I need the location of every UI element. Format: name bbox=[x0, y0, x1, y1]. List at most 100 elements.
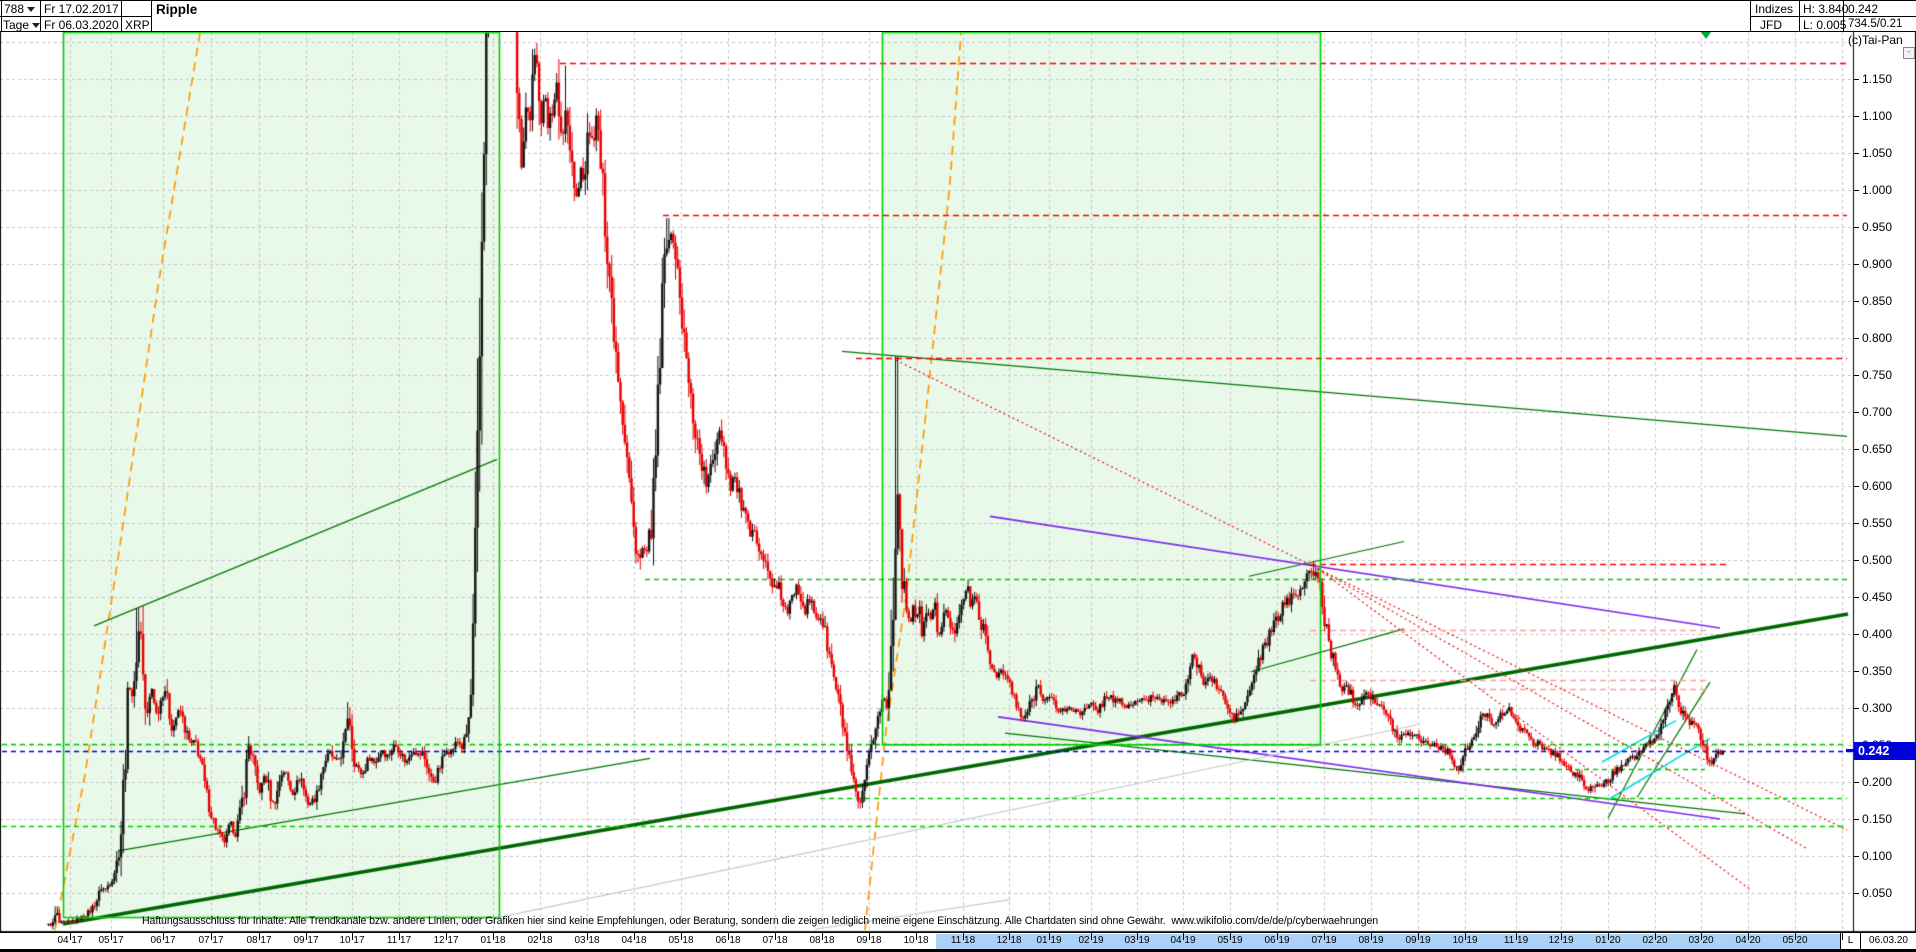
price-tick bbox=[1854, 152, 1859, 154]
disclaimer-text: Haftungsausschluss für Inhalte: Alle Tre… bbox=[142, 915, 1379, 927]
month-tick bbox=[1324, 933, 1325, 940]
month-label: 08 17 bbox=[246, 935, 272, 946]
month-label: 05 20 bbox=[1782, 935, 1808, 946]
price-tick-label: 0.050 bbox=[1862, 886, 1893, 900]
month-tick bbox=[681, 933, 682, 940]
price-tick-label: 0.700 bbox=[1862, 405, 1893, 419]
month-tick bbox=[446, 933, 447, 940]
price-tick bbox=[1854, 522, 1859, 524]
month-label: 06 17 bbox=[150, 935, 176, 946]
month-label: 11 18 bbox=[950, 935, 976, 946]
wikifolio-link[interactable]: www.wikifolio.com/de/de/p/cyberwaehrunge… bbox=[1171, 915, 1379, 927]
month-label: 05 18 bbox=[668, 935, 694, 946]
price-tick-label: 0.750 bbox=[1862, 368, 1893, 382]
month-tick bbox=[1371, 933, 1372, 940]
price-tick bbox=[1854, 781, 1859, 783]
last-date-cell: 06.03.20 bbox=[1861, 933, 1916, 949]
month-label: 10 19 bbox=[1452, 935, 1478, 946]
price-tick bbox=[1854, 707, 1859, 709]
price-tick bbox=[1854, 448, 1859, 450]
month-label: 10 17 bbox=[339, 935, 365, 946]
price-tick bbox=[1854, 337, 1859, 339]
month-tick bbox=[493, 933, 494, 940]
date-to-field[interactable]: Fr 06.03.2020 bbox=[44, 18, 119, 32]
month-tick bbox=[869, 933, 870, 940]
last-price-label: 0.242 bbox=[1848, 2, 1879, 16]
month-tick bbox=[1091, 933, 1092, 940]
month-label: 03 18 bbox=[574, 935, 600, 946]
month-label: 07 17 bbox=[198, 935, 224, 946]
month-tick bbox=[1701, 933, 1702, 940]
month-tick bbox=[399, 933, 400, 940]
month-tick bbox=[1842, 933, 1843, 940]
month-tick bbox=[1795, 933, 1796, 940]
month-tick bbox=[1277, 933, 1278, 940]
price-tick-label: 1.150 bbox=[1862, 72, 1893, 86]
month-tick bbox=[916, 933, 917, 940]
month-label: 04 17 bbox=[57, 935, 83, 946]
month-label: 12 17 bbox=[433, 935, 459, 946]
price-axis[interactable]: 0.0500.1000.1500.2000.2500.3000.3500.400… bbox=[1854, 32, 1916, 932]
month-tick bbox=[1655, 933, 1656, 940]
month-label: 11 19 bbox=[1503, 935, 1529, 946]
month-label: 01 20 bbox=[1595, 935, 1621, 946]
time-axis[interactable]: L 06.03.20 04 17 05 17 06 17 07 17 08 17 09 1… bbox=[0, 932, 1916, 949]
price-tick-label: 0.100 bbox=[1862, 849, 1893, 863]
last-price-tick bbox=[1846, 749, 1855, 753]
axis-minimize-button[interactable]: - bbox=[1903, 47, 1915, 59]
price-tick bbox=[1854, 263, 1859, 265]
signal-triangle-marker bbox=[1701, 32, 1711, 39]
month-label: 01 19 bbox=[1036, 935, 1062, 946]
price-tick-label: 1.000 bbox=[1862, 183, 1893, 197]
month-label: 04 19 bbox=[1170, 935, 1196, 946]
month-label: 11 17 bbox=[386, 935, 412, 946]
month-tick bbox=[775, 933, 776, 940]
month-tick bbox=[1009, 933, 1010, 940]
month-label: 05 17 bbox=[98, 935, 124, 946]
page-title: Ripple bbox=[156, 2, 198, 17]
month-label: 08 18 bbox=[809, 935, 835, 946]
price-tick bbox=[1854, 300, 1859, 302]
month-tick bbox=[259, 933, 260, 940]
month-label: 04 18 bbox=[621, 935, 647, 946]
price-tick-label: 0.850 bbox=[1862, 294, 1893, 308]
date-from-field[interactable]: Fr 17.02.2017 bbox=[44, 2, 119, 16]
indizes-label[interactable]: Indizes bbox=[1755, 2, 1794, 16]
price-tick-label: 0.600 bbox=[1862, 479, 1893, 493]
month-label: 04 20 bbox=[1735, 935, 1761, 946]
price-tick-label: 0.450 bbox=[1862, 590, 1893, 604]
price-tick bbox=[1854, 818, 1859, 820]
chevron-down-icon bbox=[32, 23, 41, 29]
price-tick-label: 1.100 bbox=[1862, 109, 1893, 123]
chart-header: 788 Fr 17.02.2017 Tage Fr 06.03.2020 XRP… bbox=[0, 0, 1916, 32]
month-tick bbox=[1465, 933, 1466, 940]
month-tick bbox=[306, 933, 307, 940]
month-tick bbox=[1608, 933, 1609, 940]
month-tick bbox=[822, 933, 823, 940]
bars-count-dropdown[interactable]: 788 bbox=[4, 2, 36, 16]
month-tick bbox=[1230, 933, 1231, 940]
price-tick bbox=[1854, 892, 1859, 894]
month-tick bbox=[634, 933, 635, 940]
timeframe-dropdown[interactable]: Tage bbox=[3, 18, 41, 32]
time-axis-highlight-range[interactable] bbox=[936, 934, 1840, 949]
month-label: 09 19 bbox=[1405, 935, 1431, 946]
month-tick bbox=[1748, 933, 1749, 940]
price-tick-label: 0.500 bbox=[1862, 553, 1893, 567]
month-label: 06 19 bbox=[1264, 935, 1290, 946]
month-label: 12 19 bbox=[1548, 935, 1574, 946]
price-tick-label: 0.550 bbox=[1862, 516, 1893, 530]
month-tick bbox=[1049, 933, 1050, 940]
price-tick-label: 0.900 bbox=[1862, 257, 1893, 271]
month-tick bbox=[1516, 933, 1517, 940]
window-bottom-edge bbox=[0, 949, 1916, 952]
month-tick bbox=[111, 933, 112, 940]
price-tick bbox=[1854, 226, 1859, 228]
symbol-label: XRP bbox=[125, 18, 150, 32]
month-label: 12 18 bbox=[996, 935, 1022, 946]
price-tick-label: 0.950 bbox=[1862, 220, 1893, 234]
series-low-label: L: 0.005 bbox=[1803, 18, 1847, 32]
month-label: 09 17 bbox=[293, 935, 319, 946]
last-price-marker: 0.242 bbox=[1854, 741, 1916, 760]
